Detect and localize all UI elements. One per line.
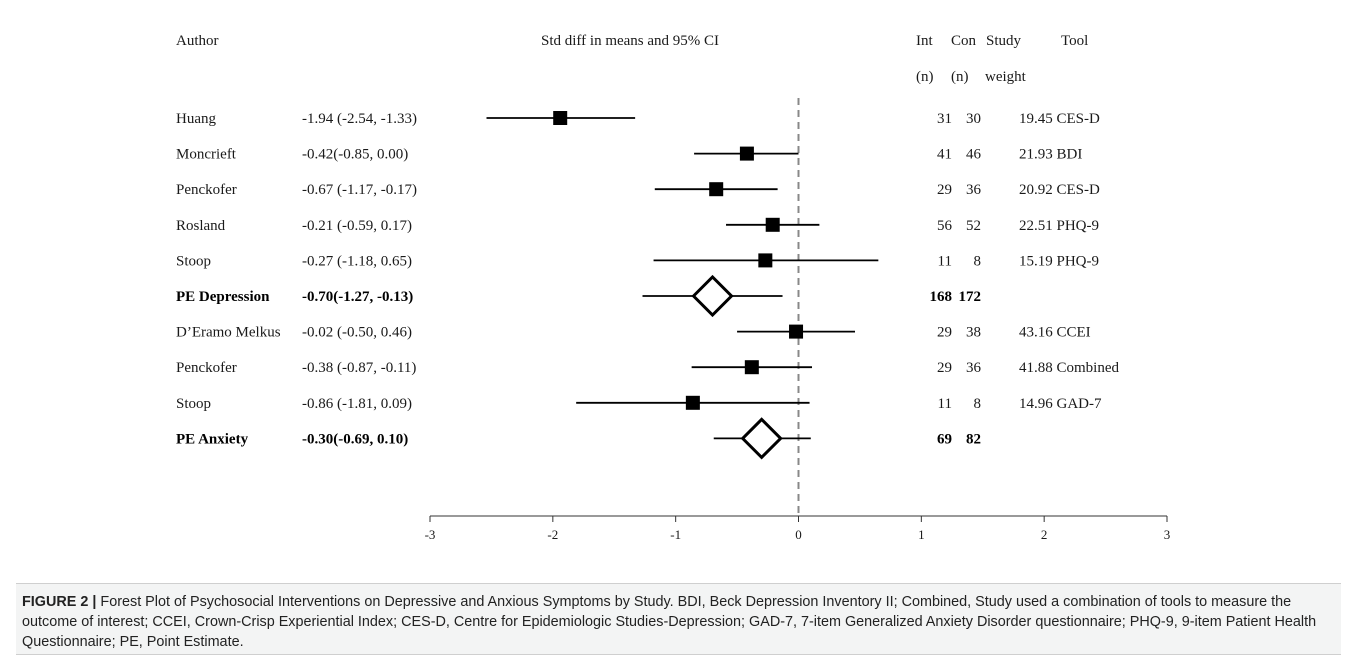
- header-int-n: (n): [916, 69, 934, 85]
- point-estimate-marker: [685, 395, 700, 410]
- row-author: PE Depression: [176, 289, 270, 305]
- row-author: Penckofer: [176, 182, 237, 198]
- point-estimate-marker: [553, 111, 568, 125]
- row-weight: 41.88 Combined: [1019, 360, 1119, 376]
- x-tick-label-3: 0: [795, 527, 802, 542]
- row-weight: 43.16 CCEI: [1019, 325, 1091, 341]
- row-ci-text: -0.27 (-1.18, 0.65): [302, 253, 412, 269]
- row-author: Moncrieft: [176, 147, 237, 163]
- study-row: Rosland -0.21 (-0.59, 0.17) 56 52 22.51 PHQ-…: [176, 217, 1099, 234]
- pooled-estimate-diamond: [691, 274, 734, 318]
- header-con-n: (n): [951, 69, 969, 85]
- row-con-n: 36: [966, 360, 982, 376]
- row-ci-text: -1.94 (-2.54, -1.33): [302, 111, 417, 127]
- study-row: Stoop -0.86 (-1.81, 0.09) 11 8 14.96 GAD-7: [176, 395, 1102, 412]
- x-tick-label-6: 3: [1164, 527, 1171, 542]
- row-author: PE Anxiety: [176, 431, 249, 447]
- study-row: Stoop -0.27 (-1.18, 0.65) 11 8 15.19 PHQ-9: [176, 253, 1099, 269]
- row-ci-text: -0.21 (-0.59, 0.17): [302, 218, 412, 234]
- row-int-n: 29: [937, 360, 952, 376]
- study-row: Penckofer -0.67 (-1.17, -0.17) 29 36 20.92 C…: [176, 182, 1100, 198]
- study-row: D’Eramo Melkus -0.02 (-0.50, 0.46) 29 38 43.…: [176, 324, 1091, 341]
- row-con-n: 38: [966, 325, 981, 341]
- study-rows: Huang -1.94 (-2.54, -1.33) 31 30 19.45 CES-D…: [176, 98, 1119, 516]
- header-con: Con: [951, 33, 977, 49]
- point-estimate-marker: [739, 146, 754, 161]
- row-int-n: 29: [937, 325, 952, 341]
- point-estimate-marker: [765, 217, 780, 232]
- header-study: Study: [986, 33, 1022, 49]
- row-con-n: 30: [966, 111, 981, 127]
- row-int-n: 168: [930, 289, 953, 305]
- x-tick-label-5: 2: [1041, 527, 1048, 542]
- header-tool: Tool: [1061, 33, 1088, 49]
- row-int-n: 31: [937, 111, 952, 127]
- row-author: Penckofer: [176, 360, 237, 376]
- row-int-n: 29: [937, 182, 952, 198]
- caption-label: FIGURE 2 |: [22, 594, 97, 610]
- row-author: Stoop: [176, 253, 211, 269]
- row-con-n: 8: [974, 396, 982, 412]
- row-weight: 22.51 PHQ-9: [1019, 218, 1099, 234]
- point-estimate-marker: [789, 324, 804, 339]
- x-axis: -3 -2 -1 0 1 2 3: [425, 515, 1171, 542]
- row-author: Stoop: [176, 396, 211, 412]
- x-tick-label-2: -1: [670, 527, 681, 542]
- forest-plot: Author Std diff in means and 95% CI Int …: [176, 33, 1171, 542]
- row-weight: 14.96 GAD-7: [1019, 396, 1102, 412]
- caption-text: Forest Plot of Psychosocial Intervention…: [22, 594, 1317, 650]
- x-tick-label-4: 1: [918, 527, 925, 542]
- row-author: Rosland: [176, 218, 226, 234]
- x-tick-label-1: -2: [547, 527, 558, 542]
- row-ci-text: -0.38 (-0.87, -0.11): [302, 360, 416, 376]
- row-con-n: 52: [966, 218, 981, 234]
- row-weight: 21.93 BDI: [1019, 147, 1082, 163]
- row-int-n: 69: [937, 431, 952, 447]
- row-con-n: 46: [966, 147, 982, 163]
- row-con-n: 8: [974, 253, 982, 269]
- figure-caption: FIGURE 2 | Forest Plot of Psychosocial I…: [16, 583, 1341, 655]
- row-ci-text: -0.67 (-1.17, -0.17): [302, 182, 417, 198]
- point-estimate-marker: [758, 253, 773, 268]
- pooled-estimate-diamond: [740, 417, 783, 460]
- row-author: D’Eramo Melkus: [176, 325, 281, 341]
- header-weight: weight: [985, 69, 1027, 85]
- row-ci-text: -0.30(-0.69, 0.10): [302, 431, 408, 447]
- row-ci-text: -0.86 (-1.81, 0.09): [302, 396, 412, 412]
- row-weight: 19.45 CES-D: [1019, 111, 1100, 127]
- row-int-n: 11: [938, 253, 952, 269]
- point-estimate-marker: [744, 360, 759, 375]
- row-ci-text: -0.70(-1.27, -0.13): [302, 289, 413, 305]
- summary-row: PE Depression -0.70(-1.27, -0.13) 168 172: [176, 274, 982, 318]
- row-int-n: 56: [937, 218, 953, 234]
- header-int: Int: [916, 33, 933, 49]
- row-int-n: 41: [937, 147, 952, 163]
- header-author: Author: [176, 33, 219, 49]
- row-author: Huang: [176, 111, 216, 127]
- row-weight: 15.19 PHQ-9: [1019, 253, 1099, 269]
- point-estimate-marker: [709, 182, 724, 197]
- header-effect: Std diff in means and 95% CI: [541, 33, 719, 49]
- row-int-n: 11: [938, 396, 952, 412]
- row-ci-text: -0.02 (-0.50, 0.46): [302, 325, 412, 341]
- x-tick-label-0: -3: [425, 527, 436, 542]
- study-row: Moncrieft -0.42(-0.85, 0.00) 41 46 21.93 BDI: [176, 146, 1082, 163]
- row-ci-text: -0.42(-0.85, 0.00): [302, 147, 408, 163]
- row-con-n: 172: [959, 289, 982, 305]
- summary-row: PE Anxiety -0.30(-0.69, 0.10) 69 82: [176, 417, 981, 460]
- row-weight: 20.92 CES-D: [1019, 182, 1100, 198]
- row-con-n: 36: [966, 182, 982, 198]
- row-con-n: 82: [966, 431, 981, 447]
- study-row: Penckofer -0.38 (-0.87, -0.11) 29 36 41.88 C…: [176, 360, 1119, 376]
- study-row: Huang -1.94 (-2.54, -1.33) 31 30 19.45 CES-D: [176, 111, 1100, 127]
